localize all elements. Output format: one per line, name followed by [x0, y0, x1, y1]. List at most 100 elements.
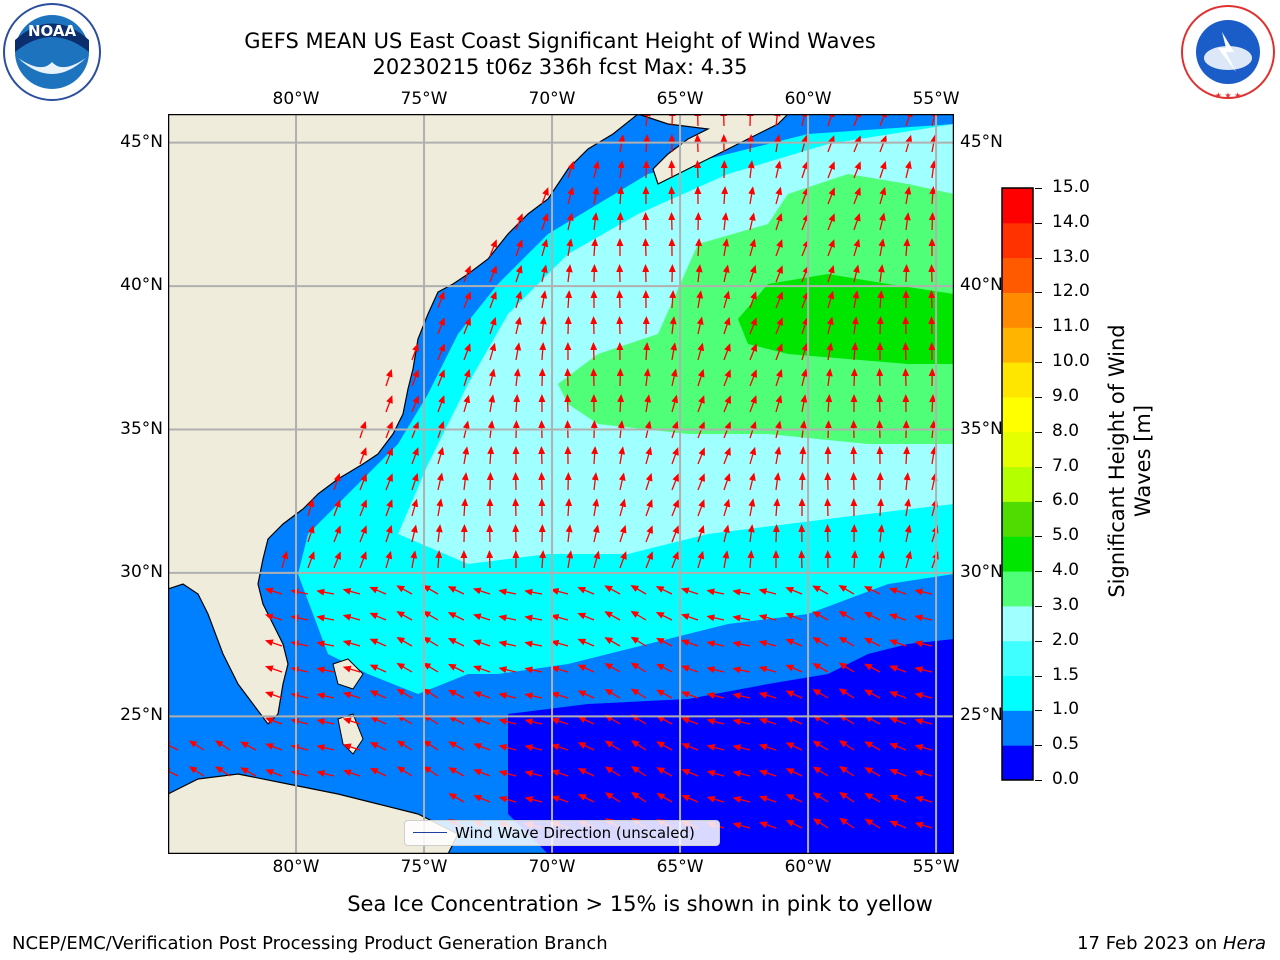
wave-arrow [316, 640, 335, 648]
wave-arrow [914, 666, 933, 674]
wave-arrow [812, 792, 829, 803]
wave-arrow [863, 586, 881, 595]
wave-arrow [630, 636, 647, 647]
wave-arrow [852, 264, 860, 283]
wave-arrow [619, 524, 627, 543]
wave-arrow [697, 395, 705, 413]
wave-arrow [785, 794, 803, 803]
colorbar-tick-label: 1.5 [1052, 664, 1080, 685]
wave-arrow [697, 342, 705, 361]
wave-arrow [850, 368, 858, 387]
colorbar-cell [1002, 188, 1033, 224]
wave-arrow [550, 795, 569, 803]
wave-arrow [775, 265, 783, 283]
wave-arrow [333, 551, 341, 569]
wave-arrow [264, 587, 283, 595]
wave-arrow [524, 770, 543, 777]
colorbar-tick-mark [1035, 292, 1042, 294]
wave-arrow [539, 342, 547, 361]
wave-arrow [604, 637, 621, 647]
wave-arrow [758, 795, 777, 803]
wave-arrow [359, 447, 367, 465]
wave-arrow [800, 394, 808, 413]
wave-arrow [889, 639, 907, 647]
wave-arrow [878, 212, 886, 231]
wave-arrow [307, 498, 315, 517]
wave-arrow [706, 795, 725, 803]
wave-arrow [619, 551, 627, 569]
wave-arrow [747, 550, 755, 569]
wave-arrow [369, 716, 387, 725]
colorbar-tick-label: 4.0 [1052, 560, 1080, 581]
wave-arrow [928, 212, 936, 231]
colorbar-cell [1002, 571, 1033, 607]
wave-arrow [785, 819, 803, 829]
wave-arrow [515, 213, 523, 231]
wave-arrow [437, 291, 445, 309]
wave-arrow [824, 498, 832, 517]
wave-arrow [903, 238, 911, 257]
wave-arrow [852, 290, 860, 309]
wave-arrow [577, 664, 595, 673]
wave-arrow [240, 767, 257, 777]
wave-arrow [697, 499, 705, 517]
wave-arrow [697, 368, 705, 387]
wave-arrow [591, 472, 599, 491]
wave-arrow [706, 692, 725, 699]
lon-label-top: 55°W [912, 89, 960, 109]
lon-label-top: 65°W [656, 89, 704, 109]
wave-arrow [905, 134, 913, 153]
wave-arrow [775, 317, 783, 335]
wave-arrow [853, 114, 861, 127]
wave-arrow [630, 740, 647, 751]
wave-arrow [290, 614, 309, 622]
wave-arrow [904, 186, 912, 205]
wave-arrow [369, 690, 387, 699]
wave-arrow [604, 611, 621, 621]
wave-arrow [853, 161, 861, 179]
wave-arrow [550, 639, 569, 647]
colorbar-cell [1002, 640, 1033, 677]
wave-band-4-5 [738, 274, 954, 364]
wave-arrow [706, 640, 725, 648]
wave-arrow [422, 610, 439, 621]
wave-arrow [577, 690, 595, 699]
wave-arrow [214, 766, 231, 777]
wave-arrow [618, 472, 626, 491]
wave-arrow [473, 665, 491, 673]
wave-arrow [723, 421, 731, 439]
wave-arrow [732, 640, 751, 648]
wave-arrow [564, 394, 572, 413]
colorbar-tick-mark [1035, 780, 1042, 781]
wave-arrow [524, 796, 543, 803]
wave-arrow [342, 613, 361, 621]
wave-arrow [723, 395, 731, 413]
wave-arrow [342, 665, 361, 673]
wave-arrow [422, 688, 439, 699]
wave-arrow [359, 499, 367, 517]
wave-arrow [655, 612, 673, 621]
wave-arrow [812, 637, 829, 647]
wave-arrow [307, 524, 315, 543]
wave-arrow [851, 550, 859, 569]
wave-arrow [488, 368, 496, 387]
wave-arrow [565, 290, 573, 309]
wave-arrow [801, 160, 809, 179]
wave-arrow [838, 610, 855, 621]
wave-arrow [411, 343, 419, 361]
lat-label-left: 40°N [120, 275, 163, 296]
wave-arrow [410, 524, 418, 543]
wave-arrow [800, 114, 808, 127]
wave-arrow [645, 499, 653, 517]
map-legend: Wind Wave Direction (unscaled) [404, 820, 720, 846]
wave-arrow [902, 342, 910, 361]
wave-arrow [463, 343, 471, 361]
wave-arrow [567, 186, 575, 205]
wave-arrow [930, 472, 938, 491]
wave-arrow [333, 525, 341, 543]
wave-arrow [655, 586, 673, 595]
wave-arrow [524, 692, 543, 700]
wave-arrow [550, 588, 569, 595]
wave-arrow [656, 663, 673, 673]
wave-arrow [904, 524, 912, 543]
